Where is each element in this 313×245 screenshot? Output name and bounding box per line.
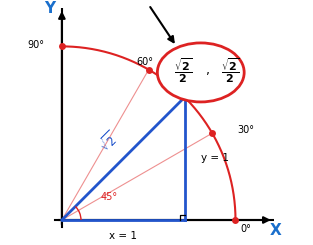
Text: $\dfrac{\sqrt{\mathbf{2}}}{\mathbf{2}}$: $\dfrac{\sqrt{\mathbf{2}}}{\mathbf{2}}$ — [221, 57, 239, 85]
Text: Y: Y — [44, 1, 55, 16]
Text: 45°: 45° — [100, 192, 117, 202]
Text: 90°: 90° — [28, 40, 44, 50]
Text: 0°: 0° — [241, 224, 252, 234]
Text: y = 1: y = 1 — [201, 152, 229, 162]
Ellipse shape — [157, 43, 244, 102]
Text: ,: , — [206, 64, 210, 77]
Text: x = 1: x = 1 — [109, 231, 137, 241]
Text: 30°: 30° — [237, 125, 254, 135]
Text: $\dfrac{\sqrt{\mathbf{2}}}{\mathbf{2}}$: $\dfrac{\sqrt{\mathbf{2}}}{\mathbf{2}}$ — [174, 57, 193, 85]
Text: 60°: 60° — [136, 57, 154, 67]
Text: $\sqrt{2}$: $\sqrt{2}$ — [95, 128, 122, 155]
Text: X: X — [269, 223, 281, 238]
